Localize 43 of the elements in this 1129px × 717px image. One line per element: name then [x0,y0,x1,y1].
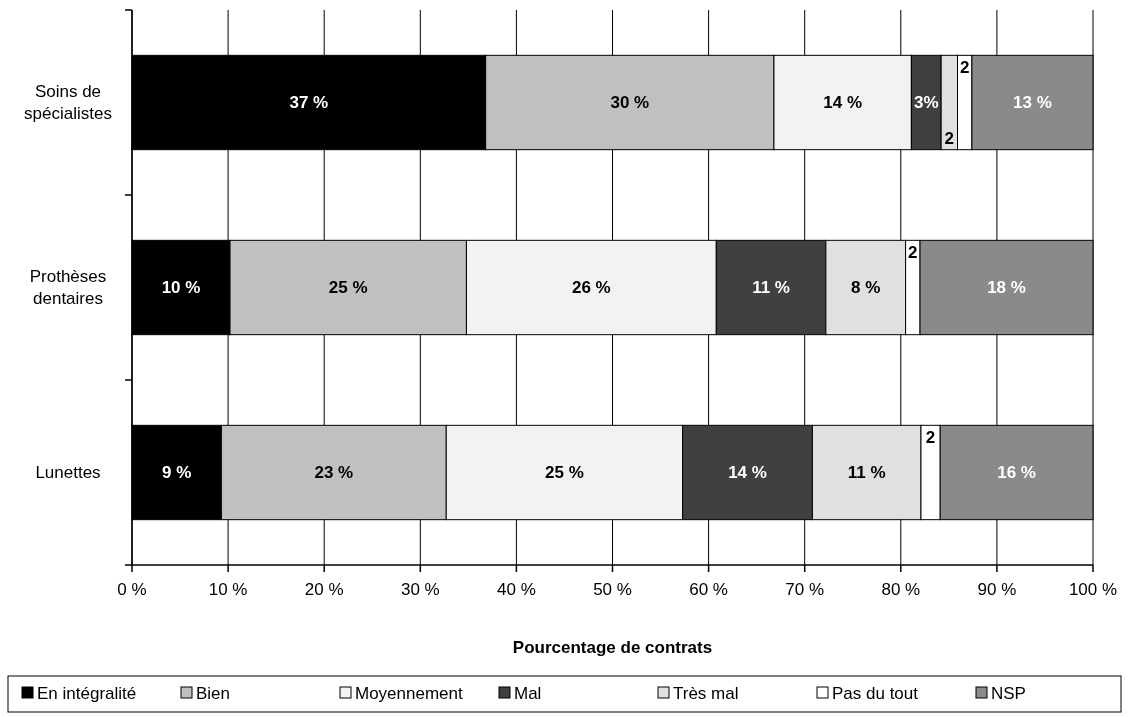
data-label: 16 % [997,463,1036,483]
x-tick-label: 20 % [304,580,344,599]
y-tick-label: Soins de spécialistes [24,82,112,124]
x-tick-label: 10 % [208,580,248,599]
legend-label: Très mal [673,683,739,703]
data-label: 13 % [1013,93,1052,113]
x-tick-label: 0 % [117,580,147,599]
legend-label: En intégralité [37,683,137,703]
data-label: 11 % [752,278,790,298]
legend-label: Bien [196,683,231,703]
x-tick-label: 50 % [593,580,632,599]
data-label: 3% [913,93,939,113]
x-tick-label: 60 % [689,580,728,599]
x-tick-label: 40 % [497,580,536,599]
data-label: 8 % [851,278,881,298]
x-tick-label: 90 % [977,580,1017,599]
x-tick-label: 30 % [400,580,440,599]
data-label: 9 % [162,463,192,483]
x-tick-label: 80 % [881,580,921,599]
data-label: 2 [925,428,936,448]
data-label: 30 % [610,93,650,113]
data-label: 14 % [728,463,767,483]
x-axis-title: Pourcentage de contrats [512,638,713,657]
y-tick-label: Lunettes [35,463,101,483]
legend-label: NSP [991,683,1026,703]
data-label: 10 % [161,278,201,298]
legend-label: Moyennement [355,683,463,703]
x-tick-label: 70 % [785,580,825,599]
y-tick-label: Prothèses dentaires [29,267,107,309]
data-label: 25 % [545,463,584,483]
data-label: 25 % [328,278,368,298]
data-label: 37 % [289,93,329,113]
x-tick-label: 100 % [1068,580,1118,599]
data-label: 11 % [847,463,886,483]
data-label: 14 % [823,93,863,113]
data-label: 2 [944,128,955,148]
data-label: 26 % [571,278,611,298]
data-label: 18 % [987,278,1026,298]
data-label: 23 % [314,463,354,483]
legend-label: Mal [514,683,542,703]
data-label: 2 [908,243,918,263]
legend-label: Pas du tout [832,683,919,703]
data-label: 2 [959,58,970,78]
